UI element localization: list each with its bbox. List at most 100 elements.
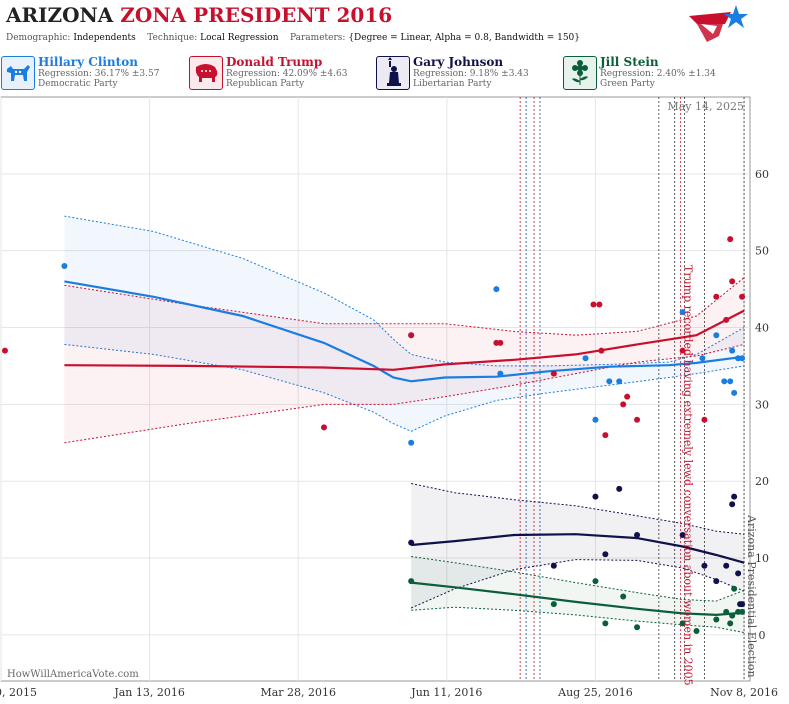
candidate-party: Democratic Party [38, 79, 118, 89]
legend-item-stein: Jill Stein Regression: 2.40% ±1.34 Green… [562, 55, 747, 93]
poll-point [61, 263, 68, 270]
poll-point [727, 378, 734, 385]
liberty-icon [376, 56, 410, 90]
poll-point [739, 293, 746, 300]
poll-point [729, 501, 736, 508]
donkey-icon [1, 56, 35, 90]
flag-star-icon [689, 5, 748, 42]
elephant-icon [189, 56, 223, 90]
y-tick-label: 20 [755, 475, 769, 488]
series-hillary-clinton [64, 215, 745, 432]
demographic-value: Independents [73, 33, 136, 43]
candidate-name: Donald Trump [226, 55, 323, 69]
poll-point [679, 309, 686, 316]
poll-point [497, 339, 504, 346]
regression-line [411, 581, 745, 617]
poll-point [713, 293, 720, 300]
candidate-party: Libertarian Party [413, 79, 492, 89]
poll-point [701, 416, 708, 423]
poll-point [727, 236, 734, 243]
poll-point [620, 593, 627, 600]
poll-point [606, 378, 613, 385]
poll-point [723, 562, 730, 569]
y-tick-label: 0 [759, 629, 766, 642]
legend-item-johnson: Gary Johnson Regression: 9.18% ±3.43 Lib… [375, 55, 560, 93]
poll-point [634, 532, 641, 538]
event-annotation: Arizona Presidential Election [745, 514, 758, 678]
poll-point [616, 485, 623, 492]
poll-point [713, 616, 720, 623]
technique-value: Local Regression [200, 33, 279, 43]
lower-bound-line [411, 606, 745, 634]
poll-point [739, 601, 746, 608]
poll-point [550, 562, 557, 569]
poll-point [634, 624, 641, 631]
candidate-regression: Regression: 36.17% ±3.57 [38, 69, 160, 79]
x-tick-label: Jun 11, 2016 [410, 686, 482, 699]
event-annotation: Trump recorded having extremely lewd con… [682, 265, 695, 686]
poll-point [550, 601, 557, 608]
poll-point [408, 439, 415, 446]
date-stamp: May 14, 2025 [667, 100, 744, 113]
poll-point [739, 355, 746, 362]
flower-icon [563, 56, 597, 90]
poll-point [679, 620, 686, 627]
x-tick-label: Oct 30, 2015 [0, 686, 37, 699]
poll-point [616, 378, 623, 385]
confidence-band [411, 483, 745, 608]
plot-frame [0, 96, 751, 682]
lower-bound-line [64, 343, 745, 444]
series-donald-trump [64, 277, 745, 444]
poll-point [729, 612, 736, 619]
regression-line [64, 309, 745, 371]
poll-point [550, 370, 557, 377]
series-jill-stein [411, 556, 745, 634]
poll-point [699, 355, 706, 362]
poll-point [739, 608, 746, 615]
poll-point [624, 393, 631, 400]
poll-chart: 0 10 20 30 40 50 60 Oct 30, 2015 Jan 13, 2016 Mar… [0, 96, 778, 699]
poll-point [679, 347, 686, 354]
candidate-party: Green Party [600, 79, 655, 89]
legend-item-trump: Donald Trump Regression: 42.09% ±4.63 Re… [188, 55, 373, 93]
poll-point [679, 532, 686, 538]
y-tick-label: 40 [755, 322, 769, 335]
poll-point [693, 628, 700, 635]
candidate-name: Jill Stein [600, 55, 659, 69]
technique-label: Technique: [147, 33, 198, 43]
watermark: HowWillAmericaVote.com [7, 669, 139, 680]
legend-item-clinton: Hillary Clinton Regression: 36.17% ±3.57… [0, 55, 185, 93]
parameters-label: Parameters: [289, 33, 346, 43]
x-tick-label: Nov 8, 2016 [710, 686, 778, 699]
confidence-band [64, 277, 745, 443]
poll-point [592, 578, 599, 585]
confidence-band [411, 556, 745, 633]
candidate-legend: Hillary Clinton Regression: 36.17% ±3.57… [0, 55, 789, 95]
parameters-value: {Degree = Linear, Alpha = 0.8, Bandwidth… [348, 33, 580, 43]
poll-point [408, 332, 415, 339]
y-tick-label: 30 [755, 398, 769, 411]
poll-point [602, 432, 609, 439]
poll-point [723, 316, 730, 323]
poll-point [634, 416, 641, 423]
regression-line [64, 280, 745, 383]
upper-bound-line [411, 556, 745, 602]
poll-point [723, 608, 730, 615]
poll-point [729, 278, 736, 285]
poll-point [408, 578, 415, 585]
upper-bound-line [411, 483, 745, 535]
x-tick-label: Jan 13, 2016 [113, 686, 185, 699]
poll-point [731, 585, 738, 592]
poll-point [582, 355, 589, 362]
poll-point [735, 570, 742, 577]
lower-bound-line [410, 559, 745, 609]
title-race: ZONA PRESIDENT 2016 [120, 3, 393, 27]
candidate-regression: Regression: 2.40% ±1.34 [600, 69, 716, 79]
poll-point [729, 347, 736, 354]
candidate-party: Republican Party [226, 79, 305, 89]
poll-point [598, 347, 605, 354]
series-gary-johnson [410, 483, 745, 609]
poll-point [1, 347, 8, 354]
candidate-regression: Regression: 42.09% ±4.63 [226, 69, 348, 79]
x-tick-label: Aug 25, 2016 [557, 686, 633, 699]
